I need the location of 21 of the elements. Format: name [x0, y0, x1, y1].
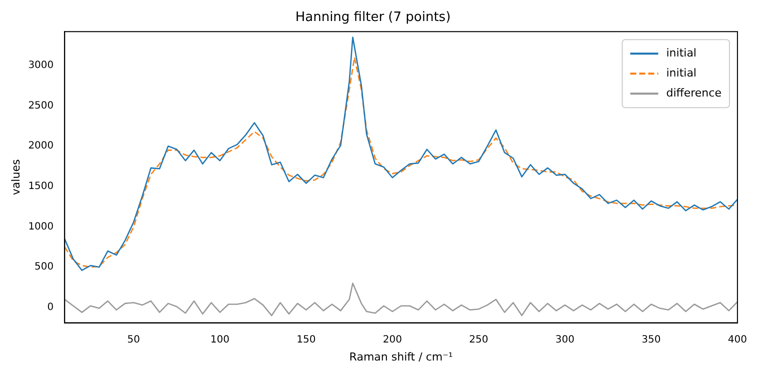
y-tick-label: 1500 — [28, 181, 54, 192]
x-tick-label: 100 — [210, 334, 230, 346]
x-tick-label: 200 — [382, 334, 402, 346]
y-tick-label: 3000 — [28, 60, 54, 72]
y-tick-label: 1000 — [28, 221, 54, 232]
y-tick-label: 0 — [47, 302, 54, 314]
x-tick-label: 150 — [296, 334, 316, 346]
x-tick-label: 300 — [555, 334, 574, 346]
x-tick-label: 400 — [728, 334, 748, 346]
legend-label: initial — [666, 66, 696, 80]
y-tick-label: 2500 — [28, 100, 54, 112]
legend-label: difference — [666, 86, 722, 100]
y-tick-label: 2000 — [28, 140, 54, 152]
x-tick-label: 350 — [642, 334, 661, 346]
legend-label: initial — [666, 46, 696, 60]
chart-title: Hanning filter (7 points) — [295, 10, 451, 26]
x-tick-label: 50 — [127, 334, 140, 346]
y-tick-label: 500 — [34, 262, 54, 273]
x-axis-title: Raman shift / cm⁻¹ — [349, 350, 453, 364]
y-axis-title: values — [9, 159, 22, 196]
x-tick-label: 250 — [469, 334, 488, 346]
